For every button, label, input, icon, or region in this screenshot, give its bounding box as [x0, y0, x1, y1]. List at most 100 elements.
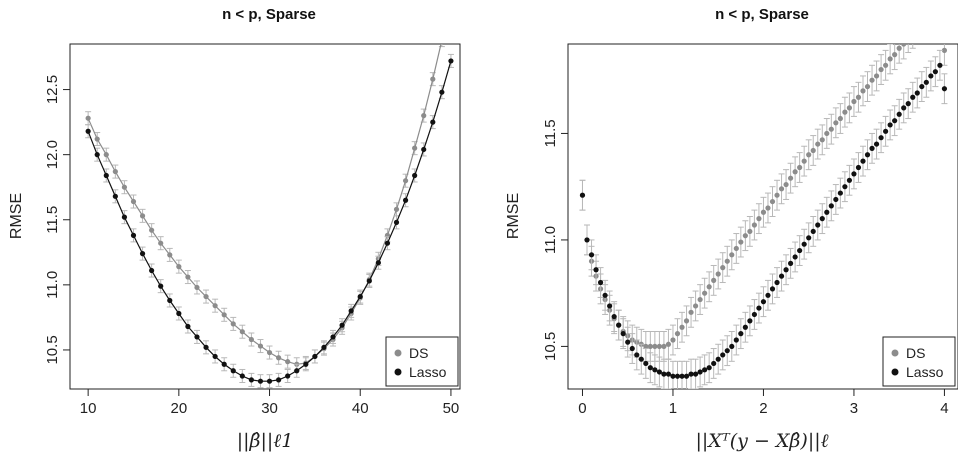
right-lasso-point: [860, 158, 866, 164]
left-lasso-point: [330, 334, 336, 340]
right-lasso-point: [760, 299, 767, 305]
right-ds-point: [941, 47, 948, 53]
left-lasso-point: [230, 368, 236, 374]
left-legend-box: [385, 336, 459, 387]
left-ds-point: [121, 184, 128, 190]
right-lasso-point: [683, 373, 690, 379]
right-lasso-point: [733, 337, 739, 343]
left-lasso-point: [375, 260, 381, 266]
left-x-tick-label: 40: [352, 400, 369, 417]
right-lasso-point: [747, 318, 753, 324]
left-ds-point: [402, 178, 409, 184]
right-ds-point: [661, 343, 667, 350]
left-lasso-point: [112, 193, 118, 199]
right-ds-point: [819, 137, 825, 143]
right-ds-point: [933, 3, 938, 8]
left-lasso-point: [121, 214, 128, 220]
left-lasso-point: [348, 308, 354, 314]
right-lasso-point: [584, 237, 590, 243]
right-lasso-point: [602, 292, 608, 298]
right-lasso-point: [887, 122, 893, 128]
left-lasso-point: [194, 334, 200, 340]
right-ds-point: [715, 271, 721, 277]
left-ds-point: [103, 152, 109, 158]
right-ds-point: [738, 239, 744, 245]
right-ds-point: [751, 222, 758, 228]
left-lasso-point: [139, 251, 146, 257]
left-ds-point: [139, 213, 146, 219]
left-ds-point: [149, 227, 155, 233]
left-ds-point: [421, 113, 427, 119]
right-lasso-point: [855, 164, 862, 171]
left-y-tick-label: 12.5: [44, 75, 61, 104]
left-lasso-point: [85, 128, 91, 134]
left-y-axis: 10.5 11.0 11.5 12.0 12.5: [44, 75, 70, 365]
right-lasso-point: [616, 322, 622, 328]
right-lasso-point: [742, 324, 748, 330]
right-ds-point: [656, 343, 662, 350]
right-ds-point: [756, 216, 762, 222]
right-y-axis: 10.5 11.0 11.5: [542, 119, 568, 361]
left-lasso-point: [203, 344, 209, 350]
left-ds-point: [276, 355, 282, 361]
right-ds-point: [928, 9, 933, 14]
left-ds-point: [94, 136, 100, 142]
right-lasso-point: [878, 135, 884, 141]
left-ds-point: [266, 349, 273, 356]
right-ds-point: [760, 209, 767, 215]
right-ds-point: [643, 343, 649, 350]
right-lasso-point: [670, 373, 676, 379]
right-lasso-point: [679, 373, 685, 379]
left-lasso-point: [176, 310, 182, 317]
left-panel: n < p, Sparse 10 20 30 40 50 10.5 11.0 11.5 12.…: [8, 6, 461, 452]
left-lasso-point: [312, 353, 318, 360]
right-legend-ds-marker: [891, 349, 899, 357]
right-ds-point: [906, 35, 911, 40]
right-ds-point: [860, 88, 866, 94]
right-ds-point: [683, 318, 690, 324]
right-ds-point: [937, 0, 942, 4]
right-legend-box: [882, 336, 956, 387]
right-ds-point: [815, 141, 821, 147]
right-ds-point: [864, 83, 871, 90]
right-lasso-point: [896, 111, 902, 117]
right-ds-point: [706, 284, 712, 290]
right-lasso-point: [851, 171, 857, 177]
right-lasso-point: [937, 62, 943, 68]
right-lasso-point: [806, 235, 812, 241]
right-lasso-point: [914, 90, 920, 96]
right-ds-point: [806, 152, 812, 158]
right-lasso-point: [674, 373, 681, 379]
right-lasso-point: [873, 141, 880, 147]
right-lasso-point: [769, 286, 776, 292]
right-lasso-point: [901, 105, 907, 111]
right-lasso-point: [846, 177, 853, 183]
right-y-tick-label: 11.5: [542, 119, 559, 147]
right-panel: n < p, Sparse 0 1 2 3 4 10.5 11.0 11.5 RMSE ||…: [505, 0, 958, 452]
left-lasso-point: [384, 240, 391, 246]
left-lasso-point: [303, 361, 309, 367]
left-lasso-point: [158, 283, 164, 289]
left-y-tick-label: 11.5: [44, 206, 61, 234]
right-lasso-point: [932, 69, 938, 75]
left-lasso-point: [266, 378, 273, 384]
left-x-tick-label: 20: [170, 400, 187, 417]
right-ds-point: [711, 277, 717, 283]
right-lasso-point: [833, 196, 839, 203]
right-ds-point: [873, 73, 880, 79]
left-lasso-point: [276, 377, 282, 383]
right-lasso-point: [910, 94, 916, 100]
right-lasso-point: [837, 190, 843, 196]
left-ds-point: [167, 252, 173, 258]
right-lasso-point: [665, 371, 672, 377]
left-lasso-point: [185, 323, 191, 330]
left-lasso-point: [439, 89, 445, 95]
right-ds-point: [720, 265, 726, 271]
right-ds-point: [778, 186, 785, 192]
right-ds-point: [787, 175, 794, 181]
left-ds-point: [393, 206, 400, 212]
right-lasso-point: [607, 303, 613, 309]
right-lasso-point: [720, 352, 726, 358]
left-legend-ds-label: DS: [409, 345, 428, 361]
left-y-axis-label: RMSE: [8, 193, 25, 239]
